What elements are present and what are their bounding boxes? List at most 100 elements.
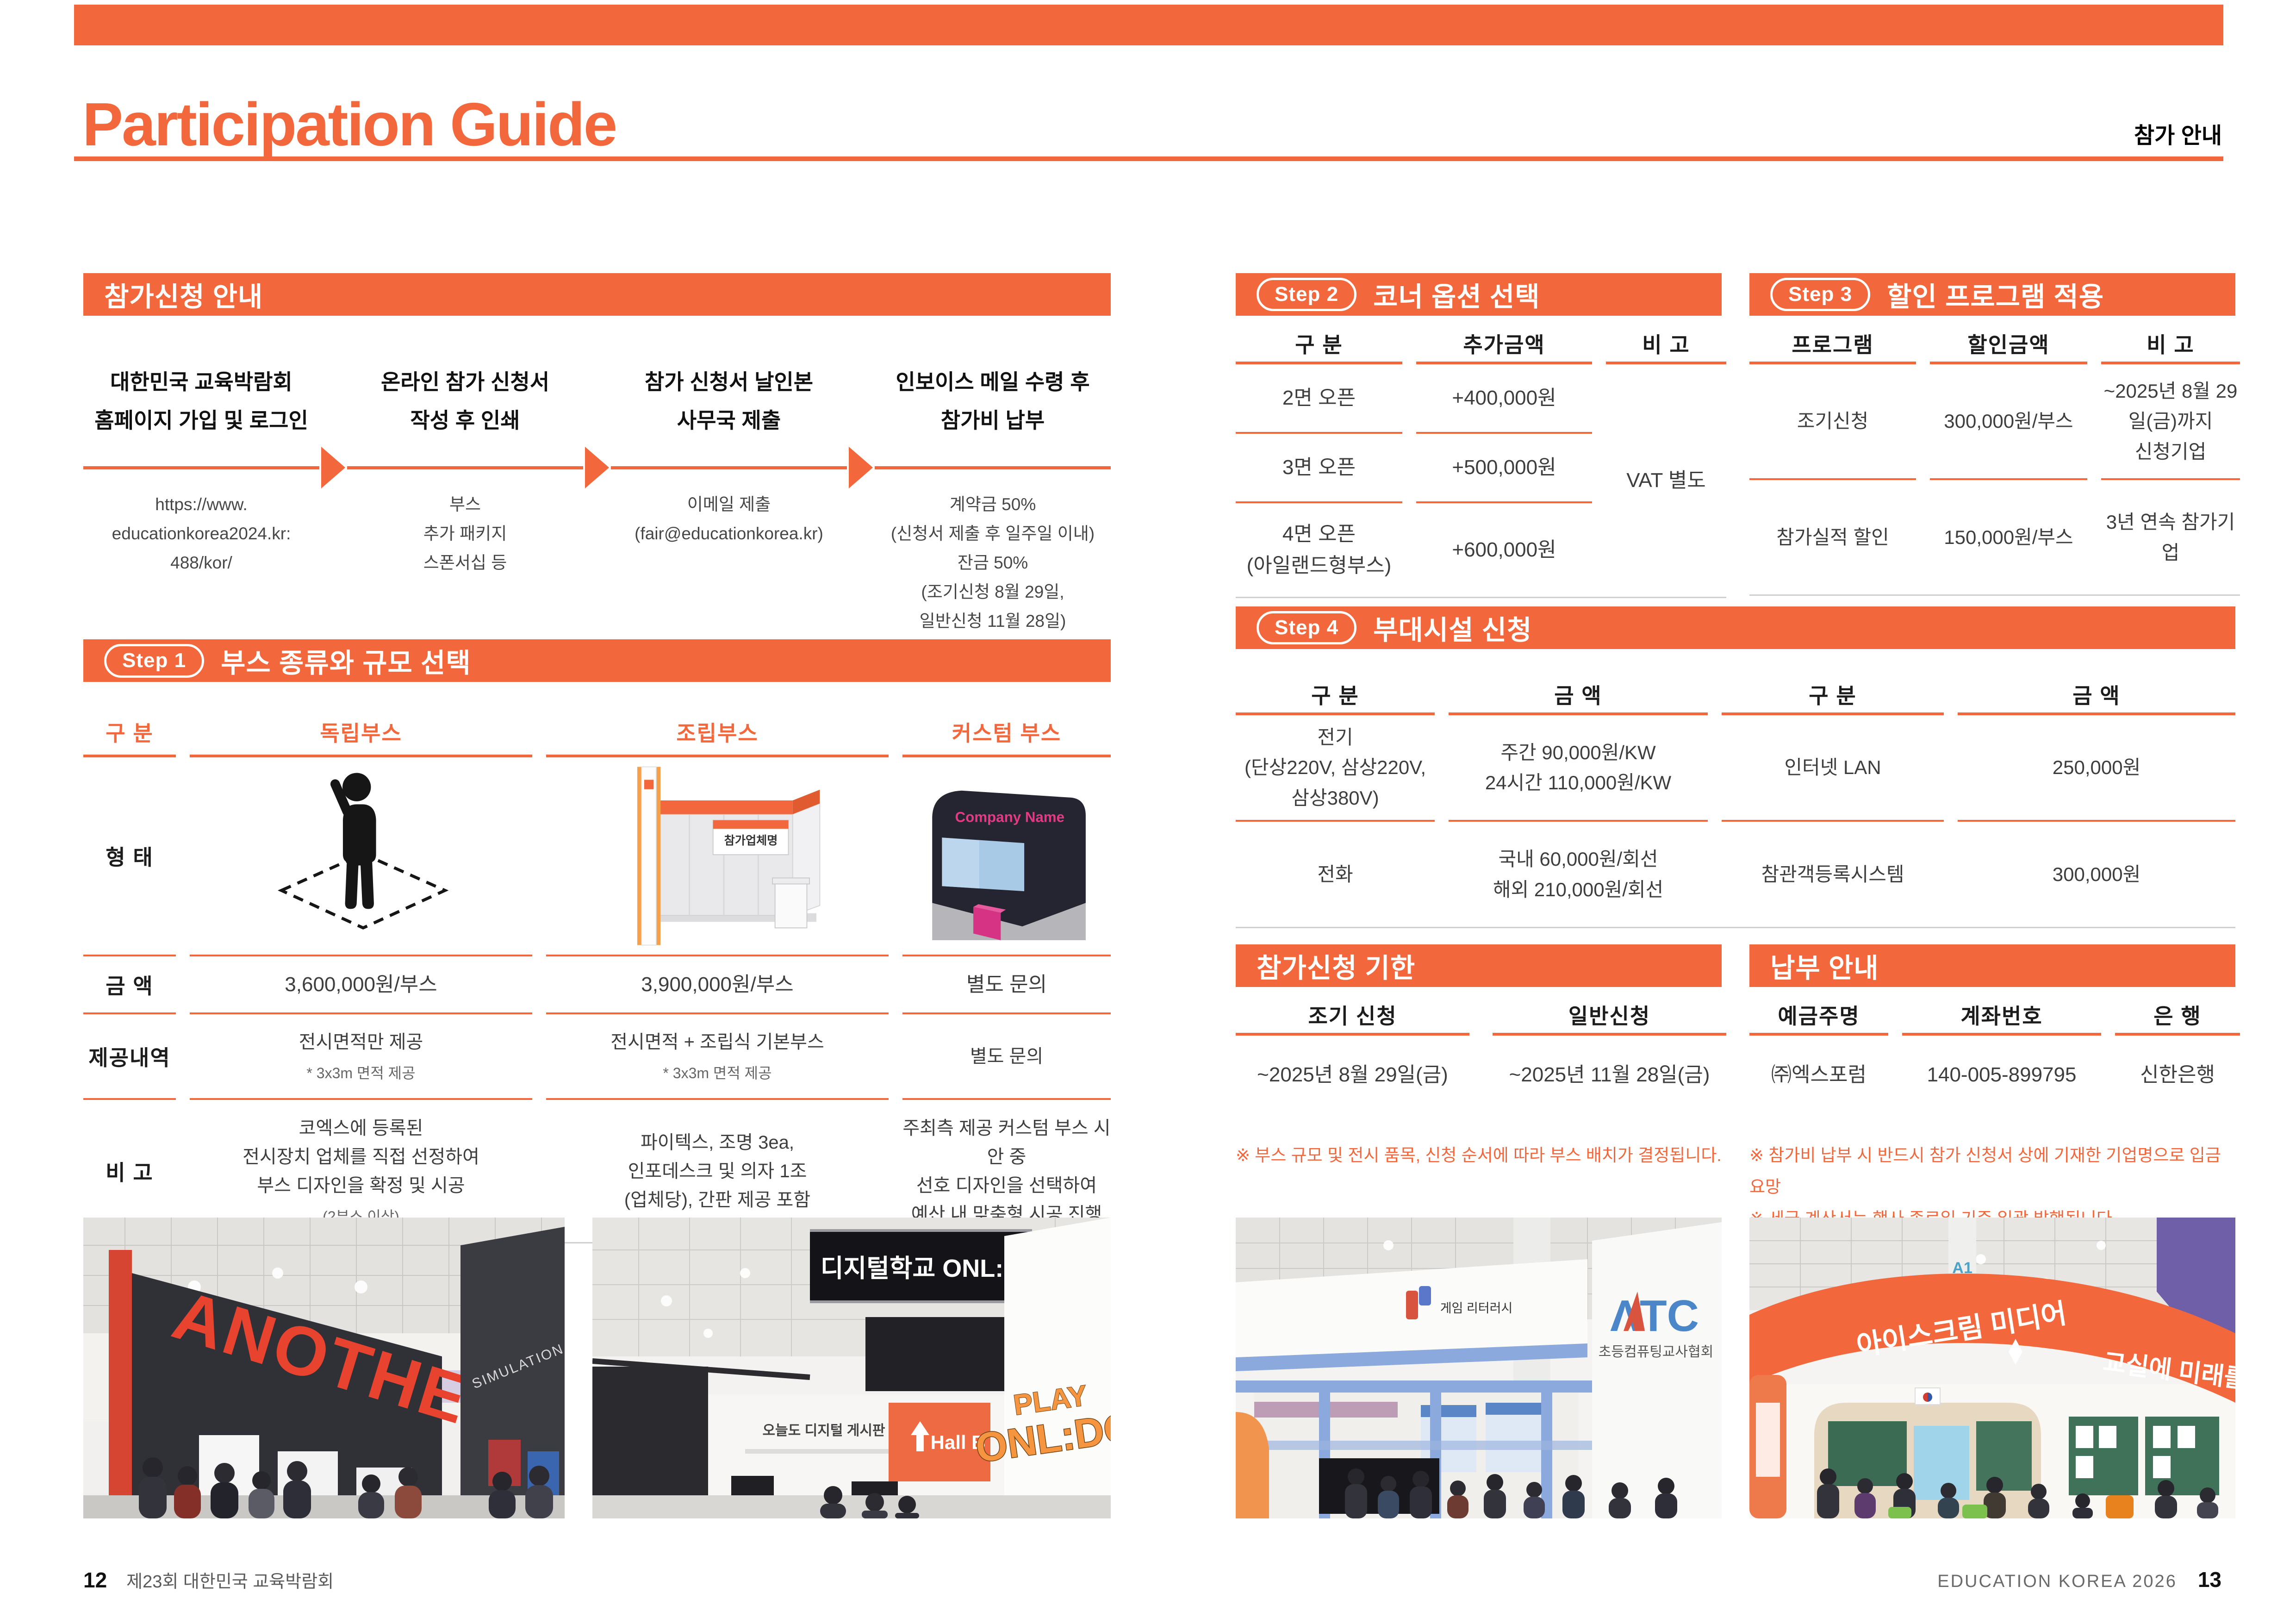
- t4-col-amount2: 금 액: [1958, 676, 2235, 715]
- t4-r1-price1: 주간 90,000원/KW 24시간 110,000원/KW: [1449, 715, 1708, 822]
- page-title-kr: 참가 안내: [2134, 124, 2222, 148]
- independent-provide-sub: * 3x3m 면적 제공: [306, 1065, 416, 1082]
- facility-table: 구 분 금 액 구 분 금 액 전기 (단상220V, 삼상220V, 삼상38…: [1236, 676, 2235, 928]
- t6-bank-value: 신한은행: [2140, 1063, 2215, 1086]
- step1-header-label: 부스 종류와 규모 선택: [221, 648, 471, 679]
- flow-line: [83, 466, 319, 469]
- row-label-price: 금 액: [83, 956, 176, 1015]
- t3-r1-amount: 300,000원/부스: [1930, 364, 2087, 480]
- assembly-price: 3,900,000원/부스: [546, 956, 889, 1015]
- step3-header-label: 할인 프로그램 적용: [1887, 282, 2104, 312]
- step4-header-label: 부대시설 신청: [1373, 615, 1532, 645]
- t2-r1-type: 2면 오픈: [1236, 364, 1402, 434]
- t2-r3-price: +600,000원: [1416, 503, 1592, 598]
- t5-early-value: ~2025년 8월 29일(금): [1257, 1063, 1448, 1086]
- t4-col-amount1: 금 액: [1449, 676, 1708, 715]
- photo2-board-text: 오늘도 디지털 게시판: [762, 1423, 885, 1438]
- photo2-crowd: [820, 1486, 919, 1518]
- step1-header: Step 1 부스 종류와 규모 선택: [83, 639, 1111, 682]
- step3-badge: Step 3: [1770, 277, 1871, 312]
- page-number-right: 13: [2197, 1568, 2221, 1592]
- footer-left-text: 제23회 대한민국 교육박람회: [126, 1572, 334, 1592]
- left-page: 참가신청 안내 대한민국 교육박람회 홈페이지 가입 및 로그인 https:/…: [83, 273, 1111, 1518]
- t5-col-general: 일반신청: [1493, 996, 1726, 1036]
- t4-r1-item2: 인터넷 LAN: [1722, 715, 1944, 822]
- assembly-provide-sub: * 3x3m 면적 제공: [663, 1065, 772, 1082]
- assembly-provide-main: 전시면적 + 조립식 기본부스: [610, 1032, 824, 1053]
- t6-col-bank: 은 행: [2115, 996, 2240, 1036]
- t4-col-gubun1: 구 분: [1236, 676, 1435, 715]
- t4-col-gubun2: 구 분: [1722, 676, 1944, 715]
- page-number-left: 12: [83, 1568, 107, 1592]
- photo2-hanging-sign-text: 디지털학교 ONL:D: [821, 1255, 1021, 1282]
- t6-holder-value: ㈜엑스포럼: [1771, 1063, 1867, 1086]
- flow-arrow-icon: [583, 337, 611, 636]
- photo3-crowd: [1345, 1468, 1677, 1518]
- t2-r2-type: 3면 오픈: [1236, 434, 1402, 503]
- custom-booth-sign-text: Company Name: [955, 809, 1065, 825]
- row-label-provide: 제공내역: [83, 1014, 176, 1100]
- t3-r1-note: ~2025년 8월 29일(금)까지 신청기업: [2101, 364, 2240, 480]
- custom-booth-render: Company Name: [932, 791, 1086, 941]
- application-guide-header: 참가신청 안내: [83, 273, 1111, 316]
- payment-table: 예금주명 계좌번호 은 행 ㈜엑스포럼 140-005-899795 신한은행: [1749, 996, 2240, 1114]
- title-row: Participation Guide 참가 안내: [82, 65, 2222, 155]
- t3-r2-note: 3년 연속 참가기업: [2101, 480, 2240, 596]
- t4-r2-price2: 300,000원: [1958, 822, 2235, 928]
- deadline-table: 조기 신청 일반신청 ~2025년 8월 29일(금) ~2025년 11월 2…: [1236, 996, 1726, 1114]
- photo4-crowd: [1817, 1468, 2218, 1518]
- t6-col-holder: 예금주명: [1749, 996, 1888, 1036]
- assembly-booth-sign-text: 참가업체명: [724, 834, 778, 847]
- t3-col-note: 비 고: [2101, 325, 2240, 364]
- flow-step-1-title: 대한민국 교육박람회 홈페이지 가입 및 로그인: [94, 370, 308, 432]
- t4-r1-item1: 전기 (단상220V, 삼상220V, 삼상380V): [1236, 715, 1435, 822]
- assembly-booth-render: 참가업체명: [637, 766, 821, 946]
- deadline-footnote: ※ 부스 규모 및 전시 품목, 신청 순서에 따라 부스 배치가 결정됩니다.: [1236, 1146, 1722, 1165]
- deadline-column: 참가신청 기한 조기 신청 일반신청 ~2025년 8월 29일(금) ~202…: [1236, 944, 1726, 1235]
- application-flow: 대한민국 교육박람회 홈페이지 가입 및 로그인 https://www. ed…: [83, 337, 1111, 636]
- t4-r2-price1: 국내 60,000원/회선 해외 210,000원/회선: [1449, 822, 1708, 928]
- step1-badge: Step 1: [104, 644, 205, 678]
- right-page-photos: A1 게임 리터러시 ΛTC 초등컴퓨팅교사협회: [1236, 1218, 2235, 1518]
- t5-col-early: 조기 신청: [1236, 996, 1469, 1036]
- flow-step-3: 참가 신청서 날인본 사무국 제출 이메일 제출 (fair@education…: [611, 337, 847, 636]
- application-guide-header-label: 참가신청 안내: [104, 282, 263, 312]
- footer-right-text: EDUCATION KOREA 2026: [1937, 1572, 2177, 1591]
- t2-col-gubun: 구 분: [1236, 325, 1402, 364]
- photo3-org-text: 초등컴퓨팅교사협회: [1599, 1344, 1713, 1360]
- photo3-fascia-text: 게임 리터러시: [1440, 1301, 1513, 1315]
- flow-line: [611, 466, 847, 469]
- photo-exhibition-hall-another: ANOTHER SIMULATION PROGRAM TOP 8: [83, 1218, 565, 1518]
- footer-left: 12 제23회 대한민국 교육박람회: [83, 1567, 334, 1593]
- independent-provide: 전시면적만 제공 * 3x3m 면적 제공: [190, 1014, 532, 1100]
- t3-r2-amount: 150,000원/부스: [1930, 480, 2087, 596]
- person-floor-icon: [278, 773, 449, 930]
- payment-header: 납부 안내: [1749, 944, 2235, 987]
- booth-col-header-assembly: 조립부스: [546, 709, 889, 758]
- step2-column: Step 2 코너 옵션 선택 구 분 추가금액 비 고 2면 오픈 +400,…: [1236, 273, 1726, 598]
- flow-step-1-desc[interactable]: https://www. educationkorea2024.kr: 488/…: [112, 495, 291, 572]
- flow-step-4-title: 인보이스 메일 수령 후 참가비 납부: [896, 370, 1090, 432]
- assembly-booth-illustration: 참가업체명: [546, 757, 889, 957]
- custom-provide: 별도 문의: [902, 1014, 1111, 1100]
- step4-header: Step 4 부대시설 신청: [1236, 606, 2235, 649]
- step4-badge: Step 4: [1257, 611, 1357, 645]
- step3-column: Step 3 할인 프로그램 적용 프로그램 할인금액 비 고 조기신청 300…: [1749, 273, 2240, 598]
- step2-badge: Step 2: [1257, 277, 1357, 312]
- flow-step-3-desc[interactable]: 이메일 제출 (fair@educationkorea.kr): [635, 495, 823, 543]
- t4-r1-price2: 250,000원: [1958, 715, 2235, 822]
- assembly-provide: 전시면적 + 조립식 기본부스 * 3x3m 면적 제공: [546, 1014, 889, 1100]
- flow-step-4-desc: 계약금 50% (신청서 제출 후 일주일 이내) 잔금 50% (조기신청 8…: [890, 495, 1095, 631]
- booth-col-header-gubun: 구 분: [83, 709, 176, 758]
- photo-booth-atc: A1 게임 리터러시 ΛTC 초등컴퓨팅교사협회: [1236, 1218, 1722, 1518]
- page-title: Participation Guide: [82, 90, 617, 158]
- payment-column: 납부 안내 예금주명 계좌번호 은 행 ㈜엑스포럼 140-005-899795…: [1749, 944, 2240, 1235]
- flow-arrow-icon: [319, 337, 347, 636]
- flow-arrow-icon: [847, 337, 875, 636]
- independent-note-main: 코엑스에 등록된 전시장치 업체를 직접 선정하여 부스 디자인을 확정 및 시…: [243, 1118, 479, 1196]
- corner-option-table: 구 분 추가금액 비 고 2면 오픈 +400,000원 VAT 별도 3면 오…: [1236, 325, 1726, 598]
- t6-account-value: 140-005-899795: [1927, 1063, 2077, 1086]
- independent-provide-main: 전시면적만 제공: [299, 1032, 423, 1053]
- footer-right: EDUCATION KOREA 2026 13: [1937, 1567, 2221, 1592]
